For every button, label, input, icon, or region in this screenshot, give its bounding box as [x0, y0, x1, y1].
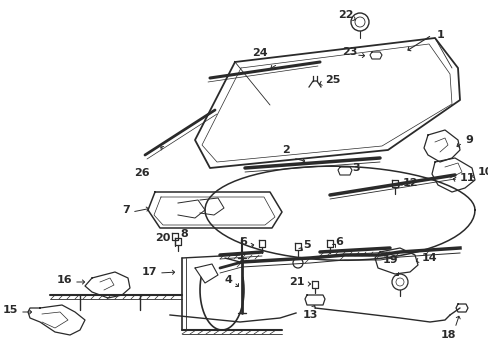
Text: 21: 21	[289, 277, 305, 287]
Text: 6: 6	[334, 237, 342, 247]
Text: 10: 10	[477, 167, 488, 177]
Text: 2: 2	[282, 145, 289, 155]
Text: 26: 26	[134, 168, 149, 178]
Text: 17: 17	[141, 267, 157, 277]
Text: 3: 3	[351, 163, 359, 173]
Text: 14: 14	[421, 253, 437, 263]
Text: 25: 25	[325, 75, 340, 85]
Text: 5: 5	[303, 240, 310, 250]
Text: 12: 12	[402, 178, 418, 188]
Text: 9: 9	[464, 135, 472, 145]
Text: 22: 22	[337, 10, 353, 20]
Text: 11: 11	[459, 173, 474, 183]
Text: 6: 6	[239, 237, 246, 247]
Text: 13: 13	[302, 310, 317, 320]
Text: 15: 15	[2, 305, 18, 315]
Text: 8: 8	[180, 229, 187, 239]
Text: 23: 23	[341, 47, 357, 57]
Text: 20: 20	[155, 233, 170, 243]
Text: 18: 18	[439, 330, 455, 340]
Text: 16: 16	[56, 275, 72, 285]
Text: 1: 1	[436, 30, 444, 40]
Text: 19: 19	[382, 255, 397, 265]
Text: 24: 24	[252, 48, 267, 58]
Text: 4: 4	[224, 275, 231, 285]
Text: 7: 7	[122, 205, 130, 215]
